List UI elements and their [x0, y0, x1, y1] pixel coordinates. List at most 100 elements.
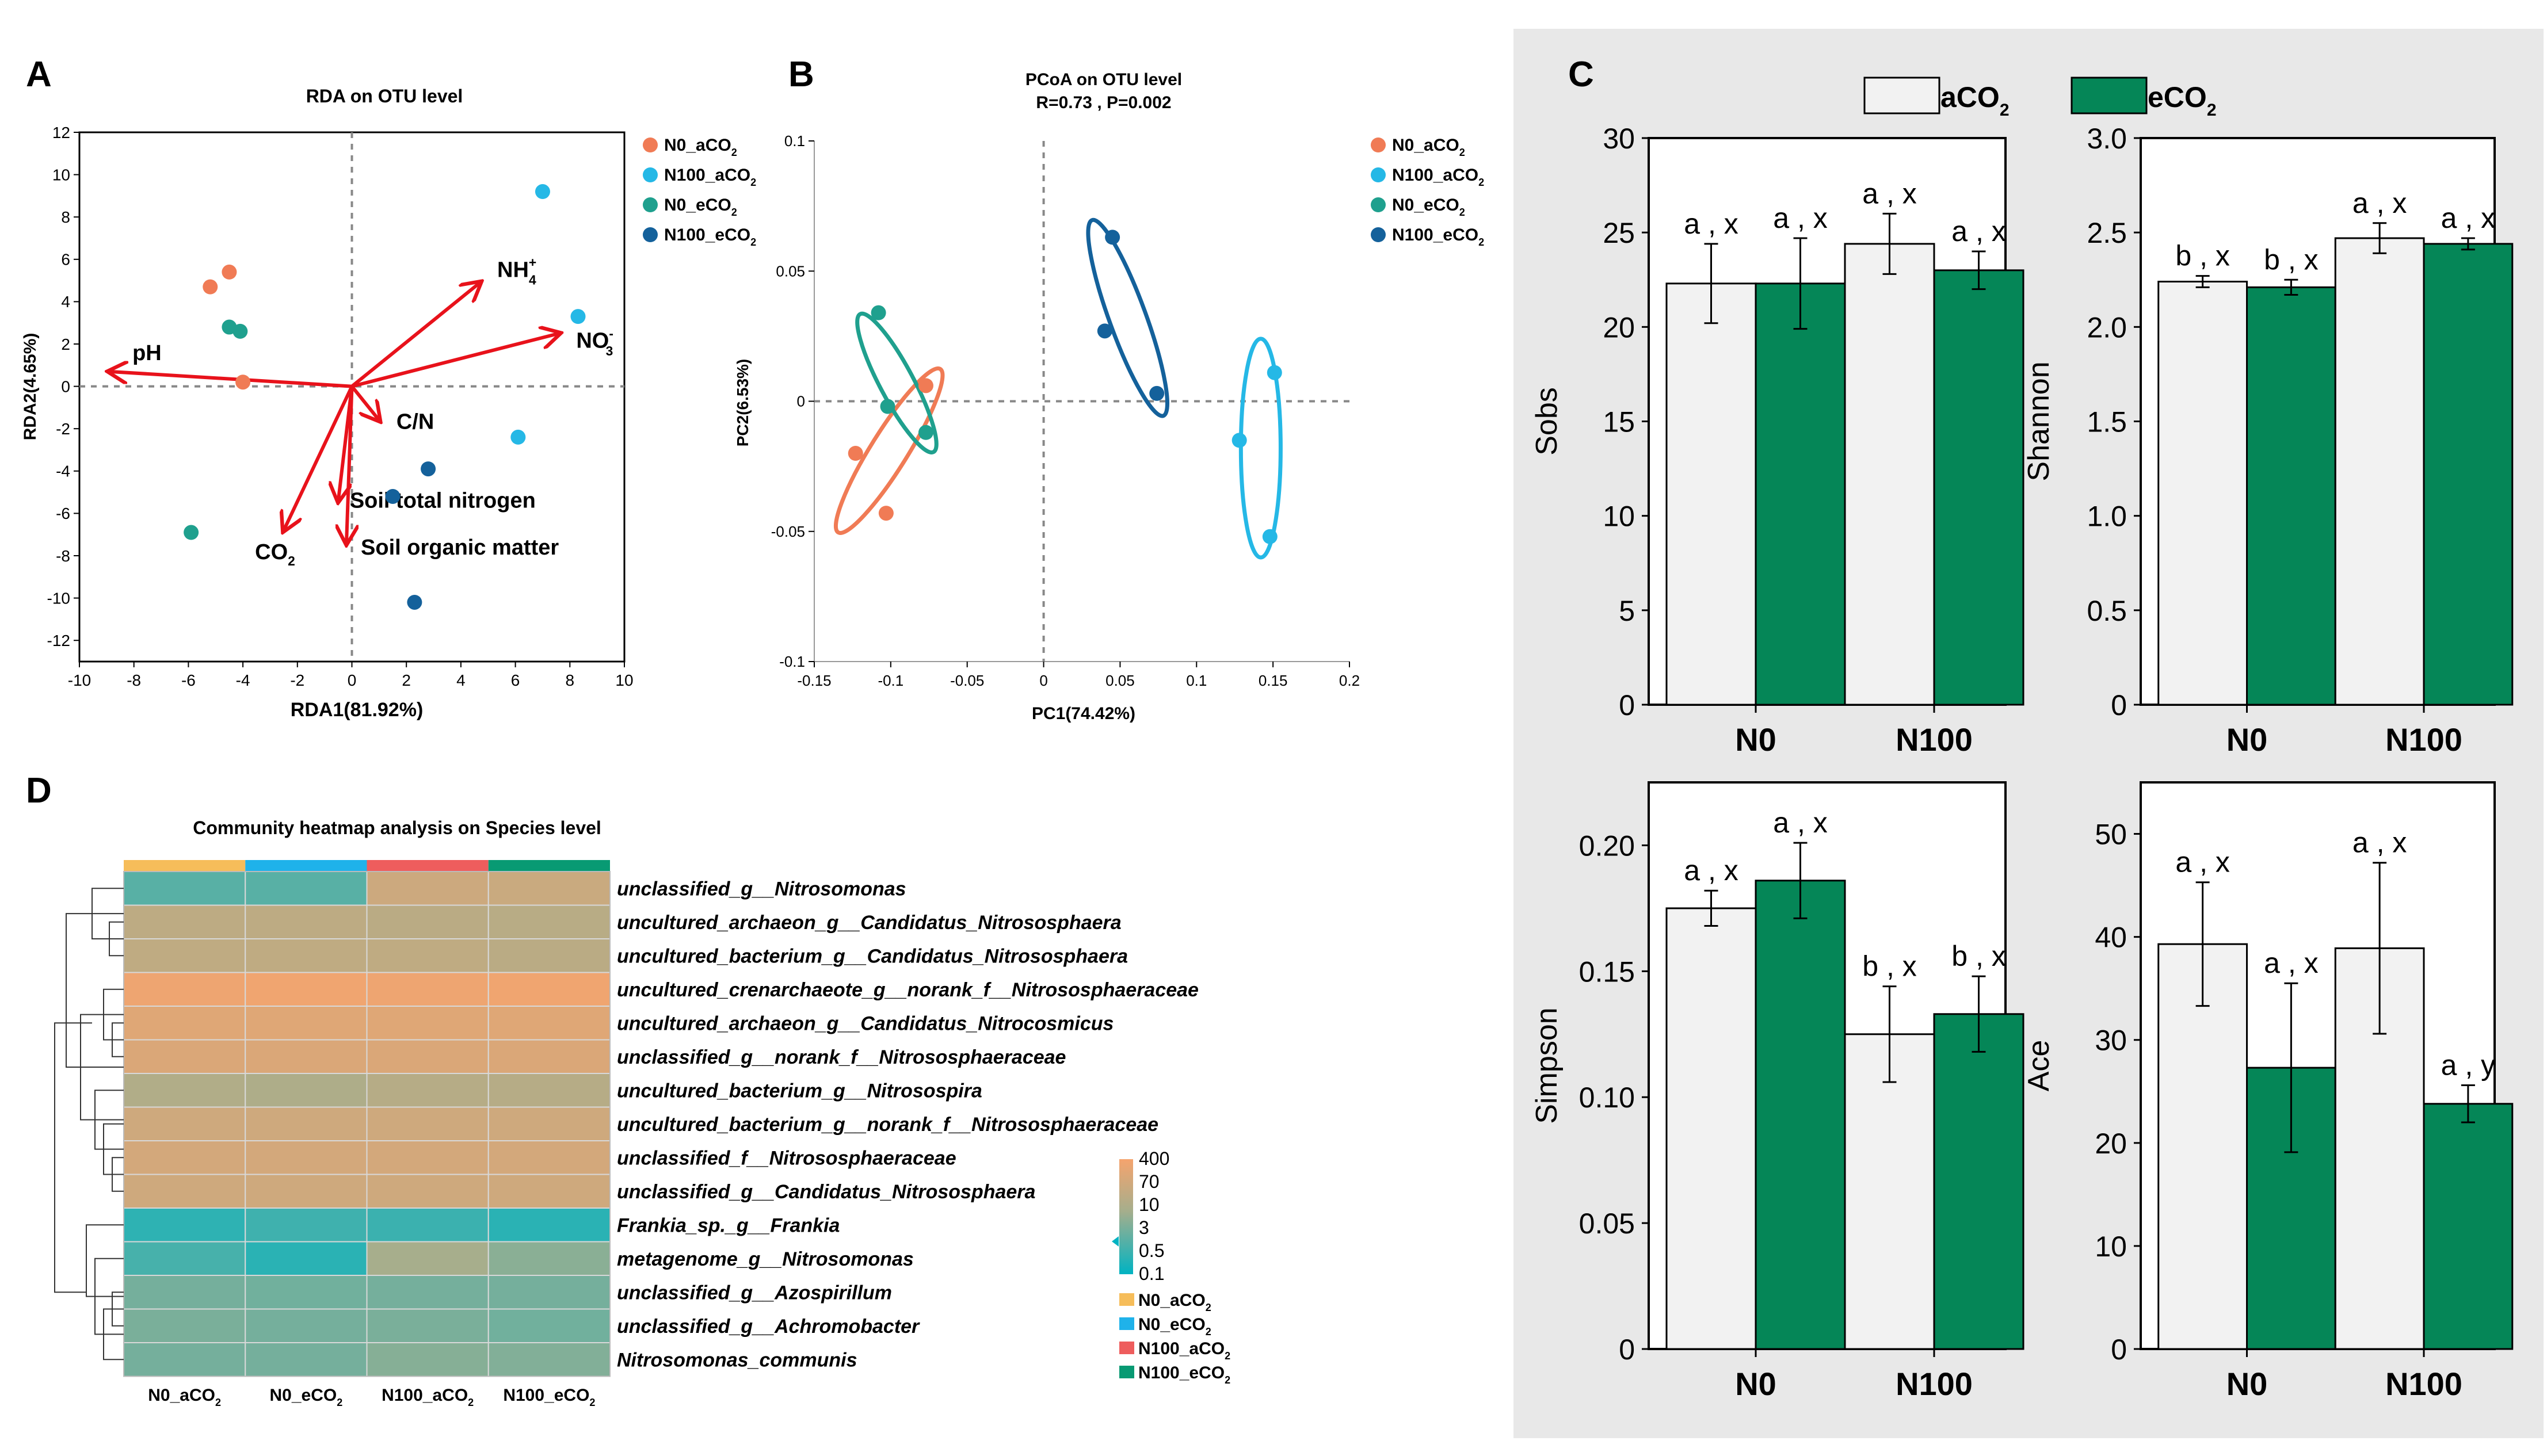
- heatmap-cell: [245, 1106, 368, 1141]
- pcoa-x-tick-label: -0.05: [950, 672, 984, 689]
- sobs-y-tick-label: 15: [1603, 406, 1635, 438]
- heatmap-row-label: uncultured_crenarchaeote_g__norank_f__Ni…: [617, 979, 1199, 1001]
- heatmap-group-legend-swatch: [1119, 1293, 1134, 1306]
- heatmap-cell: [487, 1308, 611, 1343]
- heatmap-cell: [123, 1140, 246, 1175]
- simpson-sig-label: a , x: [1684, 854, 1738, 886]
- pcoa-legend-marker: [1371, 197, 1386, 212]
- rda-x-tick-label: 6: [511, 671, 520, 689]
- heatmap-cell: [487, 1207, 611, 1243]
- ace-x-tick-label: N0: [2226, 1366, 2268, 1402]
- sobs-y-tick-label: 25: [1603, 217, 1635, 249]
- shannon-y-tick-label: 0.5: [2087, 595, 2127, 627]
- heatmap-scale-label: 0.1: [1139, 1263, 1164, 1284]
- rda-arrow: [351, 334, 559, 388]
- heatmap-cell: [245, 1207, 368, 1243]
- rda-x-tick-label: -8: [127, 671, 141, 689]
- ace-y-tick-label: 40: [2095, 922, 2127, 954]
- pcoa-point: [1262, 529, 1278, 544]
- heatmap-group-bar: [367, 860, 489, 872]
- heatmap-cell: [245, 1140, 368, 1175]
- heatmap-cell: [366, 1241, 489, 1276]
- heatmap-cell: [366, 1106, 489, 1141]
- rda-legend-marker: [643, 137, 658, 152]
- heatmap-cell: [123, 972, 246, 1007]
- sobs-y-label: Sobs: [1530, 387, 1564, 456]
- heatmap-group-bar: [488, 860, 610, 872]
- heatmap-scale-bar: [1119, 1159, 1133, 1274]
- rda-x-tick-label: 4: [456, 671, 466, 689]
- pcoa-point: [878, 506, 894, 521]
- simpson-x-tick-label: N100: [1896, 1366, 1973, 1402]
- ace-sig-label: a , x: [2352, 827, 2407, 859]
- pcoa-point: [918, 425, 933, 440]
- simpson-y-tick-label: 0.20: [1579, 830, 1635, 862]
- rda-arrow-label: NH+ 4: [497, 255, 536, 287]
- rda-point: [385, 488, 401, 504]
- dendrogram-branch: [86, 1224, 124, 1297]
- pcoa-point: [871, 305, 886, 320]
- heatmap-cell: [245, 1308, 368, 1343]
- rda-x-tick-label: 2: [402, 671, 411, 689]
- rda-point: [184, 525, 199, 540]
- heatmap-scale-label: 10: [1139, 1194, 1160, 1215]
- pcoa-y-tick-label: 0.1: [784, 132, 805, 150]
- rda-y-tick-label: -2: [56, 420, 70, 438]
- sobs-y-tick-label: 0: [1619, 689, 1635, 721]
- heatmap-cell: [123, 904, 246, 939]
- heatmap-row-label: unclassified_g__norank_f__Nitrososphaera…: [617, 1046, 1066, 1068]
- heatmap-cell: [366, 1275, 489, 1310]
- heatmap-cell: [245, 1039, 368, 1074]
- heatmap-cell: [123, 871, 246, 906]
- shannon-y-tick-label: 1.0: [2087, 500, 2127, 533]
- heatmap-row-label: uncultured_archaeon_g__Candidatus_Nitroc…: [617, 1012, 1114, 1034]
- rda-y-tick-label: 4: [61, 293, 70, 311]
- heatmap-column-label: N100_aCO2: [382, 1386, 474, 1408]
- heatmap-cell: [245, 1275, 368, 1310]
- simpson-y-tick-label: 0.15: [1579, 956, 1635, 988]
- ace-sig-label: a , y: [2441, 1049, 2495, 1082]
- pcoa-legend-label: N100_eCO2: [1392, 226, 1484, 248]
- simpson-sig-label: a , x: [1773, 807, 1827, 839]
- heatmap-cell: [123, 1342, 246, 1377]
- heatmap-scale-label: 3: [1139, 1217, 1149, 1238]
- pcoa-legend-marker: [1371, 137, 1386, 152]
- shannon-y-tick-label: 3.0: [2087, 123, 2127, 155]
- pcoa-x-tick-label: 0.05: [1105, 672, 1135, 689]
- ace-x-tick-label: N100: [2385, 1366, 2462, 1402]
- pcoa-x-label: PC1(74.42%): [1032, 704, 1135, 723]
- heatmap-cell: [123, 1241, 246, 1276]
- rda-y-tick-label: 10: [52, 166, 70, 184]
- heatmap-column-label: N0_eCO2: [270, 1386, 343, 1408]
- simpson-y-tick-label: 0.10: [1579, 1082, 1635, 1114]
- sobs-y-tick-label: 20: [1603, 311, 1635, 343]
- rda-arrow: [284, 385, 354, 530]
- heatmap-cell: [123, 1039, 246, 1074]
- heatmap-cell: [487, 904, 611, 939]
- rda-x-tick-label: 8: [566, 671, 575, 689]
- pcoa-ellipse: [855, 311, 939, 454]
- heatmap-cell: [487, 972, 611, 1007]
- diversity-bar-charts: aCO2 eCO2 0 5 10 15 20 25 30 Sobs N0 a , x a , x N100…: [1530, 77, 2514, 1402]
- simpson-sig-label: b , x: [1951, 940, 2005, 972]
- shannon-y-label: Shannon: [2022, 361, 2056, 481]
- rda-point: [222, 264, 237, 280]
- heatmap-cell: [245, 938, 368, 973]
- ace-bar: [2157, 943, 2248, 1350]
- heatmap-cell: [366, 1174, 489, 1209]
- sobs-x-tick-label: N100: [1896, 721, 1973, 758]
- sobs-bar: [1665, 282, 1757, 706]
- simpson-y-tick-label: 0.05: [1579, 1207, 1635, 1240]
- shannon-sig-label: b , x: [2264, 243, 2318, 276]
- rda-legend-marker: [643, 197, 658, 212]
- rda-y-tick-label: -12: [47, 632, 70, 649]
- rda-arrow-label: NO-3: [576, 326, 613, 358]
- heatmap-row-label: unclassified_g__Azospirillum: [617, 1282, 892, 1304]
- ace-y-tick-label: 0: [2111, 1333, 2127, 1366]
- pcoa-point: [1097, 323, 1112, 339]
- simpson-bar: [1844, 1033, 1935, 1350]
- rda-arrow: [346, 386, 352, 543]
- rda-point: [235, 374, 251, 390]
- ace-y-tick-label: 30: [2095, 1025, 2127, 1057]
- heatmap: N0_aCO2 N0_eCO2 N100_aCO2 N100_eCO2unclassi…: [54, 860, 1230, 1408]
